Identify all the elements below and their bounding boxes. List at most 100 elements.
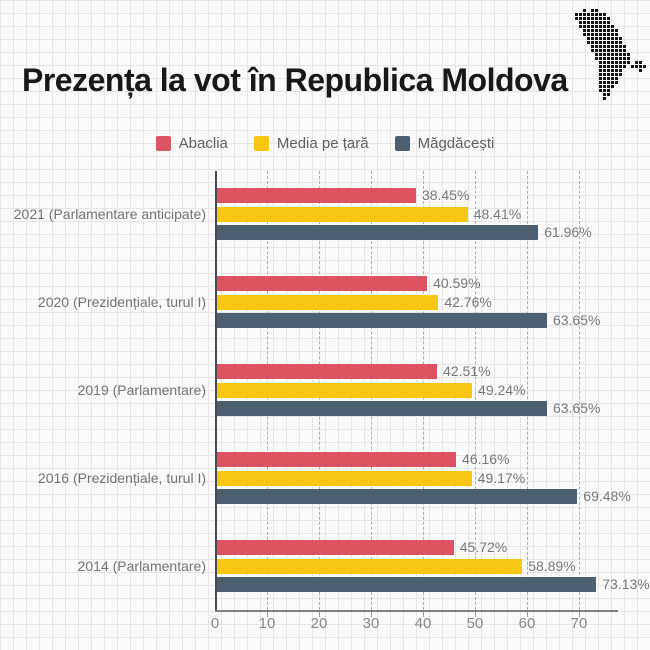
map-dot bbox=[599, 77, 602, 80]
map-dot bbox=[603, 81, 606, 84]
x-tick-label: 40 bbox=[414, 615, 432, 632]
map-dot bbox=[579, 25, 582, 28]
map-dot bbox=[611, 25, 614, 28]
map-dot bbox=[635, 61, 638, 64]
bar-value-label: 63.65% bbox=[552, 312, 601, 328]
map-dot bbox=[607, 49, 610, 52]
map-dot bbox=[607, 69, 610, 72]
category-label: 2021 (Parlamentare anticipate) bbox=[13, 206, 206, 222]
map-dot bbox=[587, 17, 590, 20]
map-dot bbox=[635, 65, 638, 68]
map-dot bbox=[611, 49, 614, 52]
x-tick-label: 10 bbox=[258, 615, 276, 632]
bar-value-label: 45.72% bbox=[459, 539, 508, 555]
map-dot bbox=[619, 53, 622, 56]
map-dot bbox=[615, 65, 618, 68]
map-dot bbox=[619, 45, 622, 48]
legend-label: Măgdăcești bbox=[417, 134, 495, 152]
map-dot bbox=[579, 13, 582, 16]
map-dot bbox=[615, 53, 618, 56]
map-dot bbox=[603, 89, 606, 92]
map-dot bbox=[603, 85, 606, 88]
map-dot bbox=[595, 41, 598, 44]
map-dot bbox=[611, 29, 614, 32]
map-dot bbox=[587, 21, 590, 24]
bar-media-pe-tara bbox=[216, 294, 439, 310]
legend-label: Media pe țară bbox=[276, 134, 369, 152]
map-dot bbox=[603, 57, 606, 60]
map-dot bbox=[603, 77, 606, 80]
map-dot bbox=[643, 65, 646, 68]
map-dot bbox=[607, 17, 610, 20]
map-dot bbox=[583, 33, 586, 36]
map-dot bbox=[607, 65, 610, 68]
map-dot bbox=[603, 69, 606, 72]
map-dot bbox=[603, 17, 606, 20]
map-dot bbox=[607, 25, 610, 28]
legend: Abaclia Media pe țară Măgdăcești bbox=[0, 133, 650, 153]
map-dot bbox=[591, 33, 594, 36]
map-dot bbox=[611, 61, 614, 64]
gridline bbox=[527, 171, 528, 610]
bar-abaclia bbox=[216, 276, 428, 291]
map-dot bbox=[599, 29, 602, 32]
map-dot bbox=[603, 37, 606, 40]
map-dot bbox=[591, 9, 594, 12]
map-dot bbox=[603, 41, 606, 44]
map-dot bbox=[595, 13, 598, 16]
category-label: 2019 (Parlamentare) bbox=[77, 382, 206, 398]
x-tick-label: 70 bbox=[570, 615, 588, 632]
map-dot bbox=[615, 57, 618, 60]
map-dot bbox=[603, 33, 606, 36]
bar-value-label: 38.45% bbox=[421, 187, 470, 203]
map-dot bbox=[603, 13, 606, 16]
moldova-map-icon bbox=[575, 9, 647, 101]
map-dot bbox=[599, 53, 602, 56]
category-label: 2020 (Prezidențiale, turul I) bbox=[37, 294, 206, 310]
map-dot bbox=[591, 45, 594, 48]
map-dot bbox=[607, 93, 610, 96]
map-dot bbox=[591, 41, 594, 44]
map-dot bbox=[627, 57, 630, 60]
category-label: 2014 (Parlamentare) bbox=[77, 558, 206, 574]
map-dot bbox=[587, 41, 590, 44]
bar-value-label: 73.13% bbox=[602, 576, 650, 592]
map-dot bbox=[607, 41, 610, 44]
map-dot bbox=[619, 65, 622, 68]
map-dot bbox=[631, 65, 634, 68]
map-dot bbox=[607, 29, 610, 32]
map-dot bbox=[587, 25, 590, 28]
map-dot bbox=[591, 21, 594, 24]
map-dot bbox=[619, 41, 622, 44]
map-dot bbox=[595, 17, 598, 20]
map-dot bbox=[615, 77, 618, 80]
bar-value-label: 58.89% bbox=[528, 557, 576, 574]
map-dot bbox=[599, 41, 602, 44]
bar-value-label: 40.59% bbox=[433, 275, 481, 291]
legend-item: Măgdăcești bbox=[394, 134, 495, 152]
map-dot bbox=[599, 85, 602, 88]
map-dot bbox=[583, 21, 586, 24]
map-dot bbox=[595, 53, 598, 56]
bar-abaclia bbox=[216, 540, 454, 555]
map-dot bbox=[599, 33, 602, 36]
map-dot bbox=[595, 37, 598, 40]
map-dot bbox=[599, 65, 602, 68]
axis-tick bbox=[475, 611, 476, 617]
map-dot bbox=[599, 13, 602, 16]
x-tick-label: 50 bbox=[466, 615, 484, 632]
bar-value-label: 42.51% bbox=[443, 363, 491, 379]
bar-abaclia bbox=[216, 452, 457, 467]
bar-media-pe-tara bbox=[216, 382, 473, 398]
bar-abaclia bbox=[216, 188, 416, 203]
map-dot bbox=[603, 97, 606, 100]
map-dot bbox=[623, 57, 626, 60]
map-dot bbox=[599, 81, 602, 84]
legend-swatch bbox=[155, 135, 171, 151]
map-dot bbox=[607, 37, 610, 40]
page-title: Prezența la vot în Republica Moldova bbox=[22, 62, 568, 98]
map-dot bbox=[607, 61, 610, 64]
map-dot bbox=[619, 73, 622, 76]
map-dot bbox=[591, 25, 594, 28]
